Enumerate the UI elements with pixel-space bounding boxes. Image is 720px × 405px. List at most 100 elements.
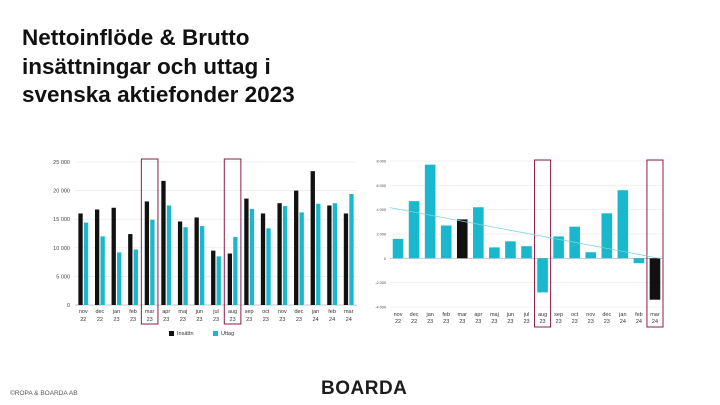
gross-flows-chart: 25 000 20 000 15 000 10 000 5 000 0 nov 22 dec 22…	[53, 158, 357, 337]
y-tick-label: 15 000	[53, 217, 70, 223]
bar-net-flow	[617, 190, 629, 259]
bar-net-flow	[649, 258, 661, 300]
bar-net-flow	[440, 225, 452, 259]
x-tick-label-month: aug	[538, 312, 547, 318]
y-tick-label: 4 000	[376, 208, 386, 212]
x-tick-label-year: 23	[539, 319, 545, 325]
x-tick-label-year: 23	[163, 317, 169, 323]
bar-uttag	[200, 226, 205, 305]
bar-insattn	[294, 190, 299, 305]
bar-insattn	[111, 207, 116, 305]
bar-net-flow	[489, 247, 500, 259]
x-tick-label-month: sep	[554, 312, 563, 318]
legend-swatch-insattn	[169, 331, 174, 336]
x-tick-label-year: 23	[588, 319, 594, 325]
x-tick-label-month: jan	[112, 309, 120, 315]
x-tick-label-month: oct	[571, 312, 579, 318]
trendline	[389, 207, 664, 260]
x-tick-label-year: 22	[395, 319, 401, 325]
y-tick-label: -2 000	[375, 281, 386, 285]
bar-net-flow	[553, 236, 564, 259]
x-tick-label-month: feb	[328, 309, 336, 315]
x-tick-label-year: 23	[213, 317, 219, 323]
highlight-box	[140, 158, 159, 325]
bar-net-flow	[424, 164, 436, 259]
bar-insattn	[227, 253, 232, 305]
x-tick-label-month: dec	[295, 309, 304, 315]
x-tick-label-year: 23	[427, 319, 433, 325]
x-tick-label-year: 24	[329, 317, 335, 323]
x-tick-label-month: feb	[129, 309, 137, 315]
x-tick-label-year: 24	[620, 319, 626, 325]
x-tick-label-year: 23	[443, 319, 449, 325]
bar-uttag	[332, 203, 338, 305]
bar-insattn	[94, 209, 100, 305]
bar-insattn	[144, 201, 150, 305]
x-tick-label-year: 23	[263, 317, 269, 323]
y-tick-label: 20 000	[53, 189, 70, 195]
bar-uttag	[233, 236, 238, 305]
y-tick-label: -4 000	[375, 306, 386, 310]
x-tick-label-month: maj	[490, 312, 499, 318]
bar-uttag	[216, 256, 221, 305]
bar-insattn	[78, 213, 83, 305]
highlight-box	[534, 159, 552, 328]
x-tick-label-month: jun	[506, 312, 514, 318]
x-tick-label-year: 24	[346, 317, 352, 323]
x-tick-label-month: sep	[245, 309, 254, 315]
x-tick-label-year: 24	[652, 319, 658, 325]
bar-net-flow	[521, 246, 532, 259]
bar-net-flow	[505, 241, 516, 259]
y-tick-label: 5 000	[56, 274, 70, 280]
legend-label-uttag: Uttag	[221, 331, 234, 337]
bar-net-flow	[585, 252, 597, 259]
bar-insattn	[310, 171, 315, 305]
x-tick-label-month: nov	[79, 309, 88, 315]
bar-net-flow	[537, 258, 548, 293]
bar-insattn	[327, 205, 332, 305]
x-tick-label-year: 23	[523, 319, 529, 325]
copyright-text: ©ROPA & BOARDA AB	[10, 390, 78, 397]
y-tick-label: 8 000	[376, 160, 386, 164]
highlight-box	[223, 158, 242, 325]
y-tick-label: 0	[67, 303, 70, 309]
bar-uttag	[166, 205, 172, 305]
x-tick-label-year: 22	[97, 317, 103, 323]
x-tick-label-year: 23	[507, 319, 513, 325]
bar-net-flow	[633, 258, 645, 264]
y-tick-label: 10 000	[53, 246, 70, 252]
bar-insattn	[260, 213, 266, 305]
x-tick-label-month: dec	[410, 312, 419, 318]
x-tick-label-year: 23	[604, 319, 610, 325]
bar-uttag	[266, 228, 271, 305]
bar-uttag	[133, 249, 138, 305]
bar-uttag	[349, 194, 354, 305]
bar-net-flow	[601, 213, 613, 259]
y-tick-label: 2 000	[376, 233, 386, 237]
bar-uttag	[83, 222, 89, 305]
x-tick-label-month: jan	[311, 309, 319, 315]
bar-net-flow	[473, 207, 484, 259]
x-tick-label-month: nov	[586, 312, 595, 318]
x-tick-label-month: mar	[458, 312, 468, 318]
x-tick-label-year: 23	[196, 317, 202, 323]
x-tick-label-year: 23	[113, 317, 119, 323]
bar-uttag	[299, 212, 304, 305]
bar-uttag	[183, 227, 188, 305]
x-tick-label-year: 23	[230, 317, 236, 323]
boarda-logo: BOARDA	[321, 378, 408, 399]
bar-uttag	[100, 236, 105, 305]
x-tick-label-month: dec	[602, 312, 611, 318]
x-tick-label-year: 24	[636, 319, 642, 325]
x-tick-label-month: jan	[425, 312, 433, 318]
bar-insattn	[194, 217, 199, 305]
x-tick-label-month: jan	[618, 312, 626, 318]
x-tick-label-year: 23	[180, 317, 186, 323]
x-tick-label-month: mar	[145, 309, 155, 315]
x-tick-label-month: feb	[442, 312, 450, 318]
bar-net-flow	[456, 219, 468, 259]
bar-insattn	[343, 213, 349, 305]
x-tick-label-month: nov	[394, 312, 403, 318]
bar-insattn	[128, 234, 133, 305]
